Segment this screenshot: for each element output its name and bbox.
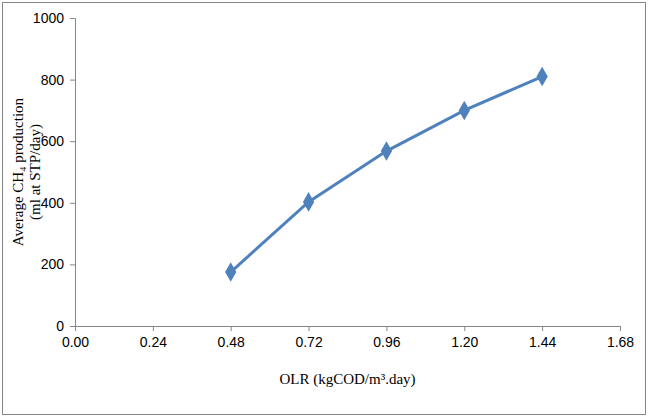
y-tick: 800	[41, 72, 75, 88]
x-tick: 0.24	[140, 326, 167, 350]
y-axis-title-line: Average CH₄ production	[10, 97, 26, 246]
y-tick-label: 600	[41, 133, 65, 149]
data-point	[459, 101, 470, 121]
y-tick: 400	[41, 195, 75, 211]
y-tick: 200	[41, 256, 75, 272]
x-axis-title: OLR (kgCOD/m³.day)	[279, 371, 415, 388]
x-axis-line	[76, 327, 621, 332]
x-tick-mark	[309, 326, 310, 331]
x-tick-mark	[386, 326, 387, 331]
x-tick: 0.72	[295, 326, 322, 350]
x-tick-mark	[464, 326, 465, 331]
data-point	[381, 141, 392, 161]
y-tick-mark	[70, 203, 75, 204]
x-axis: 0.00 0.24 0.48 0.72 0.96 1.20 1.44 1.68	[62, 326, 634, 350]
y-tick-mark	[70, 141, 75, 142]
x-tick-mark	[620, 326, 621, 331]
x-tick-mark	[542, 326, 543, 331]
series	[225, 67, 548, 282]
y-tick-mark	[70, 80, 75, 81]
y-axis-title-line: (ml at STP/day)	[27, 124, 44, 220]
y-tick: 0	[56, 318, 75, 334]
y-tick-label: 0	[56, 318, 64, 334]
data-point	[303, 192, 314, 212]
x-tick-label: 0.24	[140, 334, 167, 350]
y-tick-label: 200	[41, 256, 65, 272]
x-tick-label: 0.00	[62, 334, 89, 350]
x-tick-label: 0.72	[295, 334, 322, 350]
x-tick-label: 0.96	[373, 334, 400, 350]
y-axis-title: Average CH₄ production(ml at STP/day)	[10, 97, 44, 246]
plot: 0.00 0.24 0.48 0.72 0.96 1.20 1.44 1.68 0 200 400 6…	[33, 10, 634, 350]
x-tick: 0.00	[62, 326, 89, 350]
x-tick: 0.96	[373, 326, 400, 350]
series-line	[231, 77, 542, 273]
x-tick-label: 1.68	[607, 334, 634, 350]
y-tick-mark	[70, 264, 75, 265]
x-tick: 0.48	[218, 326, 245, 350]
x-tick: 1.68	[607, 326, 634, 350]
y-tick-label: 800	[41, 72, 65, 88]
x-tick-label: 1.44	[529, 334, 556, 350]
x-tick: 1.44	[529, 326, 556, 350]
x-tick-label: 0.48	[218, 334, 245, 350]
y-tick: 1000	[33, 10, 75, 26]
y-axis-line	[70, 19, 76, 327]
y-tick: 600	[41, 133, 75, 149]
y-tick-label: 400	[41, 195, 65, 211]
x-tick-mark	[231, 326, 232, 331]
chart: 0.00 0.24 0.48 0.72 0.96 1.20 1.44 1.68 0 200 400 6…	[0, 0, 648, 417]
y-tick-mark	[70, 326, 75, 327]
y-tick-label: 1000	[33, 10, 64, 26]
x-tick: 1.20	[451, 326, 478, 350]
x-tick-mark	[153, 326, 154, 331]
y-tick-mark	[70, 18, 75, 19]
chart-frame	[3, 3, 646, 415]
x-tick-label: 1.20	[451, 334, 478, 350]
data-point	[225, 262, 236, 282]
data-point	[537, 67, 548, 87]
